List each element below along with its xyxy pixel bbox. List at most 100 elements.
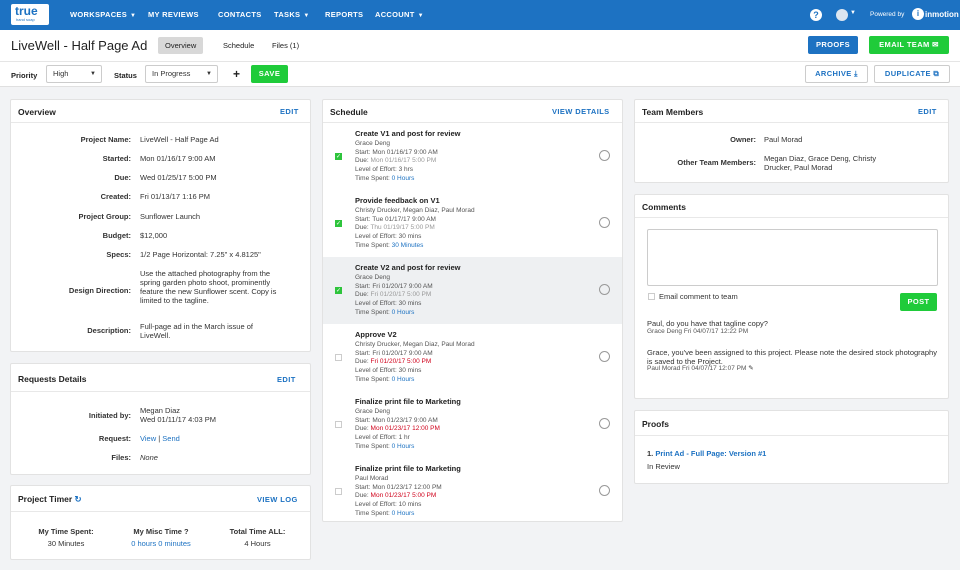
schedule-item[interactable]: Create V2 and post for review Grace Deng… bbox=[323, 257, 622, 324]
schedule-item[interactable]: Finalize print file to Marketing Paul Mo… bbox=[323, 458, 622, 525]
timer-icon[interactable] bbox=[599, 150, 610, 161]
schedule-item-time-spent: Time Spent: 0 Hours bbox=[355, 376, 414, 385]
time-spent-value[interactable]: 0 Hours bbox=[391, 375, 415, 383]
divider bbox=[11, 511, 310, 512]
brand-logo[interactable]: true hand soap bbox=[11, 4, 49, 25]
proof-item-link[interactable]: Print Ad - Full Page: Version #1 bbox=[655, 449, 767, 458]
initiated-by-date: Wed 01/11/17 4:03 PM bbox=[140, 415, 217, 424]
archive-button[interactable]: ARCHIVE ⤓ bbox=[805, 65, 868, 83]
pencil-icon[interactable]: ✎ bbox=[748, 365, 754, 372]
time-spent-label: Time Spent: bbox=[355, 308, 390, 316]
schedule-view-details-link[interactable]: VIEW DETAILS bbox=[552, 107, 610, 116]
project-toolbar: Priority High ▼ Status In Progress ▼ + SAV… bbox=[0, 62, 960, 87]
help-icon[interactable]: ? bbox=[810, 9, 822, 21]
requests-edit-link[interactable]: EDIT bbox=[277, 375, 296, 384]
proofs-panel: Proofs 1. Print Ad - Full Page: Version … bbox=[634, 410, 949, 484]
timer-icon[interactable] bbox=[599, 217, 610, 228]
proofs-button-label: PROOFS bbox=[815, 40, 851, 49]
timer-icon[interactable] bbox=[599, 351, 610, 362]
page-title: LiveWell - Half Page Ad bbox=[11, 38, 148, 53]
task-checkbox[interactable]: ✓ bbox=[335, 153, 342, 160]
tab-schedule[interactable]: Schedule bbox=[223, 41, 255, 50]
task-checkbox[interactable] bbox=[335, 354, 342, 361]
my-misc-time-value[interactable]: 0 hours 0 minutes bbox=[131, 539, 191, 548]
nav-reports[interactable]: REPORTS bbox=[325, 10, 363, 19]
nav-contacts-label: CONTACTS bbox=[218, 10, 262, 19]
chevron-down-icon[interactable]: ▼ bbox=[850, 10, 856, 16]
user-avatar[interactable] bbox=[836, 9, 848, 21]
comment-meta: Paul Morad Fri 04/07/17 12:07 PM ✎ bbox=[647, 365, 754, 374]
design-direction-label: Design Direction: bbox=[68, 286, 131, 295]
task-checkbox[interactable] bbox=[335, 488, 342, 495]
refresh-icon[interactable]: ↻ bbox=[74, 494, 82, 504]
nav-workspaces[interactable]: WORKSPACES ▼ bbox=[70, 10, 136, 19]
schedule-item-effort: Level of Effort: 30 mins bbox=[355, 300, 422, 308]
proofs-button[interactable]: PROOFS bbox=[808, 36, 858, 54]
schedule-item-people: Paul Morad bbox=[355, 475, 389, 482]
nav-reports-label: REPORTS bbox=[325, 10, 364, 19]
schedule-item-time-spent: Time Spent: 0 Hours bbox=[355, 309, 414, 318]
comment-text: Paul, do you have that tagline copy? bbox=[647, 319, 768, 328]
schedule-item[interactable]: Create V1 and post for review Grace Deng… bbox=[323, 123, 622, 190]
post-comment-button[interactable]: POST bbox=[900, 293, 937, 311]
team-edit-link[interactable]: EDIT bbox=[918, 107, 937, 116]
time-spent-label: Time Spent: bbox=[355, 509, 390, 517]
timer-icon[interactable] bbox=[599, 284, 610, 295]
email-team-button[interactable]: EMAIL TEAM ✉ bbox=[869, 36, 949, 54]
proof-item[interactable]: 1. Print Ad - Full Page: Version #1 bbox=[647, 449, 766, 458]
timer-icon[interactable] bbox=[599, 418, 610, 429]
overview-title: Overview bbox=[18, 107, 56, 117]
top-navigation-bar: true hand soap WORKSPACES ▼ MY REVIEWS CO… bbox=[0, 0, 960, 30]
schedule-item-due: Due: Fri 01/20/17 5:00 PM bbox=[355, 358, 431, 367]
request-links: View | Send bbox=[140, 434, 305, 443]
schedule-item-title: Approve V2 bbox=[355, 330, 397, 339]
schedule-item-time-spent: Time Spent: 0 Hours bbox=[355, 175, 414, 184]
status-select[interactable]: In Progress ▼ bbox=[145, 65, 218, 83]
time-spent-label: Time Spent: bbox=[355, 174, 390, 182]
task-checkbox[interactable]: ✓ bbox=[335, 220, 342, 227]
time-spent-value[interactable]: 30 Minutes bbox=[391, 241, 424, 249]
started-value: Mon 01/16/17 9:00 AM bbox=[140, 154, 216, 163]
comment-meta-text: Paul Morad Fri 04/07/17 12:07 PM bbox=[647, 365, 747, 372]
task-checkbox[interactable]: ✓ bbox=[335, 287, 342, 294]
schedule-item[interactable]: Finalize print file to Marketing Grace D… bbox=[323, 391, 622, 458]
nav-account[interactable]: ACCOUNT ▼ bbox=[375, 10, 424, 19]
add-icon[interactable]: + bbox=[233, 67, 241, 81]
overview-edit-link[interactable]: EDIT bbox=[280, 107, 299, 116]
due-value: Wed 01/25/17 5:00 PM bbox=[140, 173, 217, 182]
other-team-members-label: Other Team Members: bbox=[677, 158, 756, 167]
budget-label: Budget: bbox=[102, 231, 131, 240]
request-send-link[interactable]: Send bbox=[162, 434, 180, 443]
request-view-link[interactable]: View bbox=[140, 434, 157, 443]
duplicate-button[interactable]: DUPLICATE ⧉ bbox=[874, 65, 950, 83]
due-date-overdue: Fri 01/20/17 5:00 PM bbox=[370, 358, 432, 366]
project-group-label: Project Group: bbox=[78, 212, 131, 221]
schedule-item[interactable]: Provide feedback on V1 Christy Drucker, … bbox=[323, 190, 622, 257]
project-timer-title: Project Timer ↻ bbox=[18, 494, 82, 505]
schedule-item[interactable]: Approve V2 Christy Drucker, Megan Diaz, … bbox=[323, 324, 622, 391]
time-spent-value[interactable]: 0 Hours bbox=[391, 509, 415, 517]
team-members-panel: Team Members EDIT Owner: Paul Morad Othe… bbox=[634, 99, 949, 183]
time-spent-value[interactable]: 0 Hours bbox=[391, 174, 415, 182]
tab-files[interactable]: Files (1) bbox=[272, 41, 300, 50]
task-checkbox[interactable] bbox=[335, 421, 342, 428]
description-value: Full-page ad in the March issue of LiveW… bbox=[140, 322, 253, 340]
priority-value: High bbox=[53, 69, 69, 78]
chevron-down-icon: ▼ bbox=[90, 71, 96, 77]
tab-overview[interactable]: Overview bbox=[158, 37, 204, 54]
email-comment-checkbox[interactable] bbox=[648, 293, 655, 300]
time-spent-value[interactable]: 0 Hours bbox=[391, 308, 415, 316]
divider bbox=[11, 391, 310, 392]
nav-contacts[interactable]: CONTACTS bbox=[218, 10, 262, 19]
comment-text: Grace, you've been assigned to this proj… bbox=[647, 348, 937, 366]
nav-tasks[interactable]: TASKS ▼ bbox=[274, 10, 310, 19]
nav-my-reviews[interactable]: MY REVIEWS bbox=[148, 10, 199, 19]
time-spent-label: Time Spent: bbox=[355, 241, 390, 249]
time-spent-value[interactable]: 0 Hours bbox=[391, 442, 415, 450]
priority-select[interactable]: High ▼ bbox=[46, 65, 102, 83]
comment-textarea[interactable] bbox=[647, 229, 938, 286]
save-button[interactable]: SAVE bbox=[251, 65, 288, 83]
chevron-down-icon: ▼ bbox=[417, 13, 424, 19]
view-log-link[interactable]: VIEW LOG bbox=[257, 495, 298, 504]
timer-icon[interactable] bbox=[599, 485, 610, 496]
